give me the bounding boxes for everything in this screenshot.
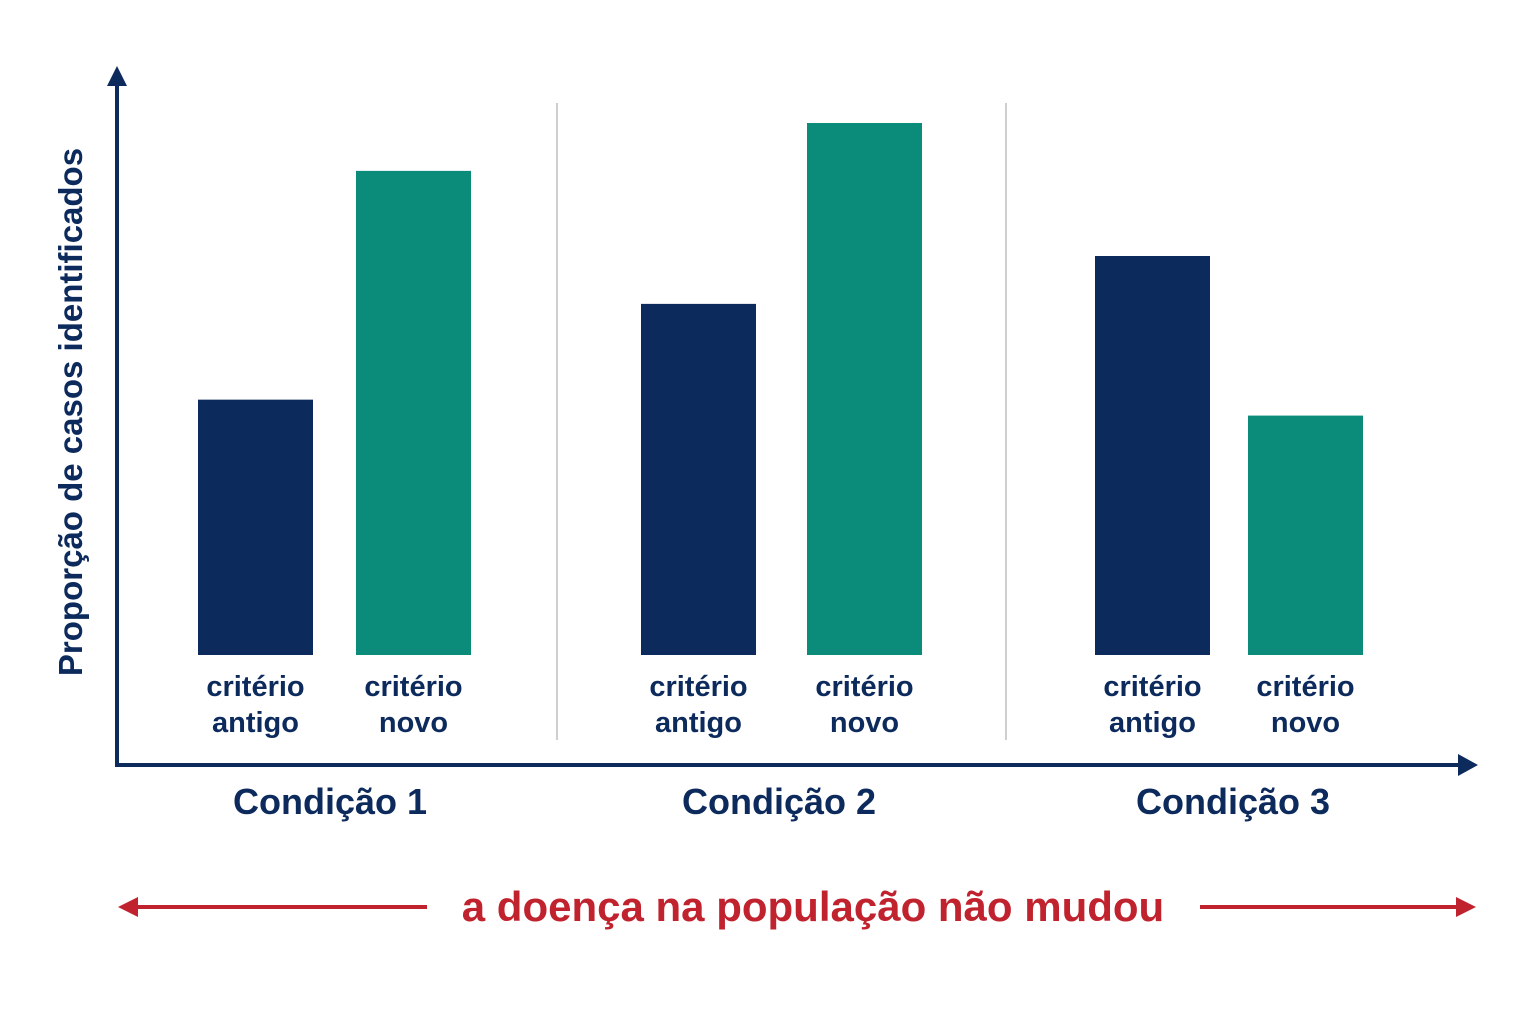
bar-label-line1: critério <box>206 671 304 703</box>
group-label-1: Condição 1 <box>233 781 427 822</box>
bar-labels: critério antigo critério novo critério antigo… <box>206 671 1354 739</box>
bar-group3-novo <box>1248 415 1363 655</box>
bar-label-line2: antigo <box>1109 707 1196 739</box>
bar-label-line2: antigo <box>212 707 299 739</box>
bars <box>198 123 1363 655</box>
bar-label-line2: novo <box>1271 707 1340 739</box>
bar-group1-antigo <box>198 399 313 655</box>
group-labels: Condição 1 Condição 2 Condição 3 <box>233 781 1330 822</box>
y-axis-label: Proporção de casos identificados <box>52 148 89 676</box>
group-label-2: Condição 2 <box>682 781 876 822</box>
y-axis-arrow-icon <box>107 66 127 86</box>
annotation: a doença na população não mudou <box>118 883 1476 930</box>
annotation-text: a doença na população não mudou <box>462 883 1164 930</box>
x-axis-arrow-icon <box>1458 754 1478 776</box>
bar-group3-antigo <box>1095 256 1210 655</box>
right-arrow-icon <box>1456 897 1476 917</box>
bar-label-line2: antigo <box>655 707 742 739</box>
bar-label-line1: critério <box>1103 671 1201 703</box>
bar-label-line1: critério <box>815 671 913 703</box>
group-label-3: Condição 3 <box>1136 781 1330 822</box>
bar-label-line1: critério <box>649 671 747 703</box>
bar-label-line1: critério <box>1256 671 1354 703</box>
bar-group1-novo <box>356 170 471 655</box>
group-separators <box>556 103 1007 740</box>
bar-group2-novo <box>807 123 922 655</box>
bar-group2-antigo <box>641 303 756 655</box>
bar-label-line1: critério <box>364 671 462 703</box>
left-arrow-icon <box>118 897 138 917</box>
bar-label-line2: novo <box>379 707 448 739</box>
bar-label-line2: novo <box>830 707 899 739</box>
